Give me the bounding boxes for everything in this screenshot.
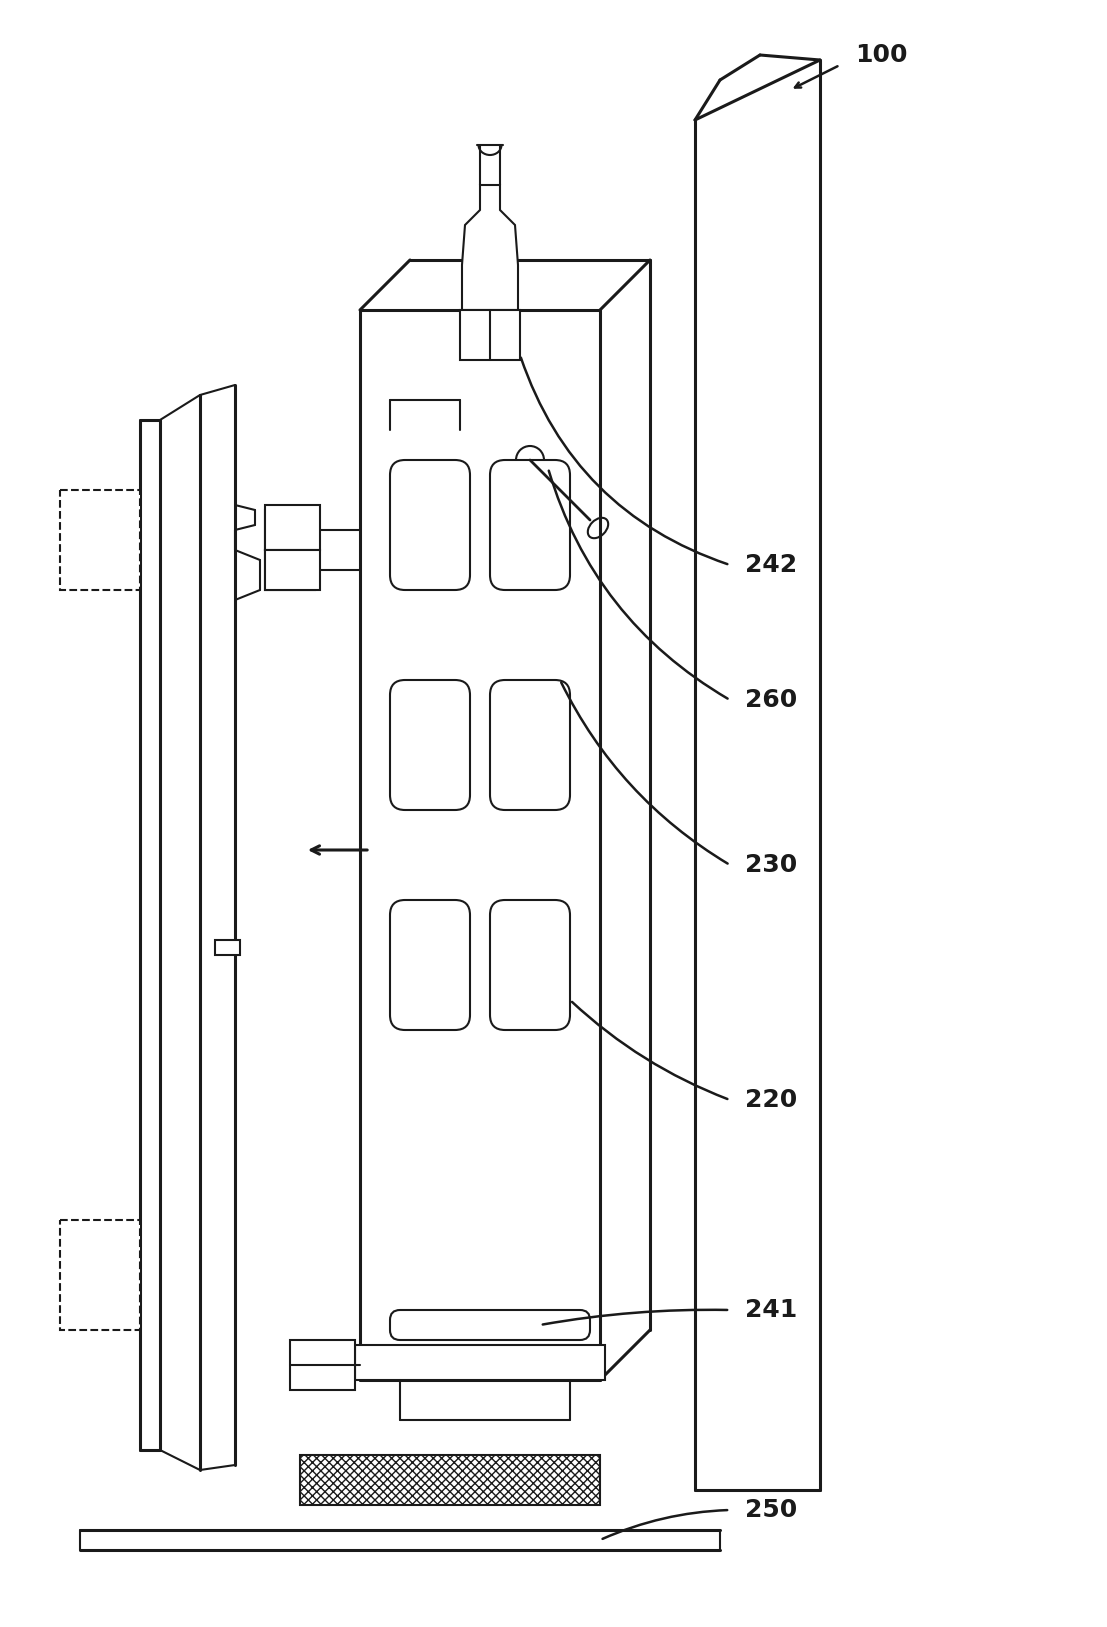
Bar <box>60 1220 139 1329</box>
Text: 242: 242 <box>745 553 797 578</box>
Text: 250: 250 <box>745 1498 797 1521</box>
Bar <box>300 1455 600 1505</box>
FancyBboxPatch shape <box>390 1310 590 1341</box>
Bar <box>265 509 315 550</box>
Ellipse shape <box>588 517 608 539</box>
Bar <box>265 550 315 591</box>
Polygon shape <box>462 185 518 311</box>
FancyBboxPatch shape <box>490 680 570 810</box>
FancyBboxPatch shape <box>390 680 470 810</box>
Bar <box>461 311 520 360</box>
Text: 241: 241 <box>745 1298 797 1323</box>
Text: 260: 260 <box>745 688 797 713</box>
Bar <box>215 940 240 955</box>
Text: 220: 220 <box>745 1088 797 1111</box>
FancyBboxPatch shape <box>490 460 570 591</box>
FancyBboxPatch shape <box>490 900 570 1030</box>
Bar <box>60 490 139 591</box>
FancyBboxPatch shape <box>390 900 470 1030</box>
Bar <box>265 550 320 591</box>
Bar <box>265 504 320 550</box>
FancyBboxPatch shape <box>390 460 470 591</box>
Bar <box>290 1341 355 1389</box>
Text: 100: 100 <box>855 42 908 67</box>
Text: 230: 230 <box>745 853 797 877</box>
Bar <box>355 1346 606 1380</box>
